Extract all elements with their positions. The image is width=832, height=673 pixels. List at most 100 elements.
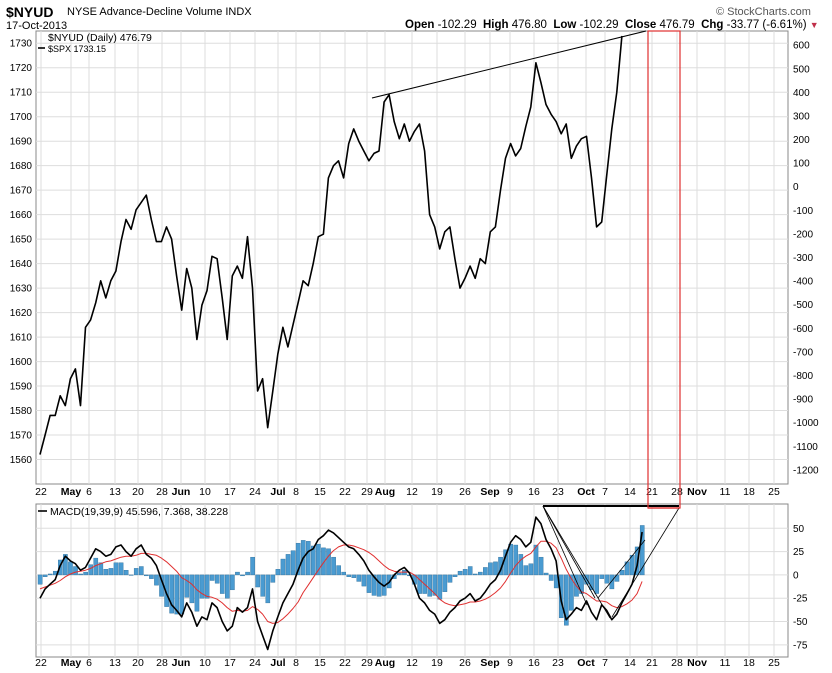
low-label: Low: [553, 19, 577, 31]
fan-line: [542, 505, 596, 599]
histogram-bar: [599, 574, 605, 579]
x-tick-label: Aug: [375, 486, 395, 498]
x-tick-label: 19: [431, 486, 443, 498]
right-tick-label: 200: [793, 135, 810, 146]
histogram-bar: [184, 574, 190, 598]
histogram-bar: [73, 566, 78, 576]
x-tick-label: 13: [109, 486, 121, 498]
histogram-bar: [543, 572, 549, 576]
chg-label: Chg: [701, 19, 724, 31]
x-tick-label: May: [61, 657, 82, 669]
histogram-bar: [88, 564, 93, 576]
histogram-bar: [326, 548, 331, 576]
price-line: [39, 35, 623, 455]
histogram-bar: [523, 565, 529, 576]
histogram-bar: [270, 574, 276, 583]
histogram-bar: [427, 574, 433, 597]
x-tick-label: Sep: [480, 486, 499, 498]
right-tick-label: -1000: [793, 418, 819, 429]
histogram-bar: [371, 574, 377, 596]
x-tick-label: 28: [156, 657, 168, 669]
left-tick-label: 1570: [10, 431, 33, 442]
right-tick-label: 500: [793, 64, 810, 75]
histogram-bar: [493, 561, 498, 576]
histogram-bar: [366, 574, 372, 593]
left-tick-label: 1580: [10, 406, 33, 417]
right-tick-label: -600: [793, 324, 813, 335]
histogram-bar: [432, 574, 438, 596]
x-tick-label: Nov: [687, 657, 707, 669]
histogram-bar: [225, 574, 230, 599]
histogram-bar: [452, 574, 458, 577]
histogram-bar: [305, 541, 311, 576]
right-tick-label: 600: [793, 41, 810, 52]
x-tick-label: 9: [507, 486, 513, 498]
histogram-bar: [564, 574, 569, 626]
left-tick-label: 1710: [10, 88, 33, 99]
x-tick-label: 22: [339, 486, 351, 498]
x-tick-label: 23: [552, 486, 564, 498]
right-tick-label: -100: [793, 206, 813, 217]
histogram-bar: [397, 572, 402, 576]
histogram-bar: [47, 573, 53, 576]
x-tick-label: 18: [743, 657, 755, 669]
x-tick-label: 22: [35, 657, 47, 669]
x-tick-label: 7: [602, 486, 608, 498]
histogram-bar: [154, 574, 159, 586]
right-tick-label: -700: [793, 347, 813, 358]
right-tick-label: -800: [793, 371, 813, 382]
histogram-bar: [133, 568, 139, 576]
histogram-bar: [230, 574, 235, 591]
x-tick-label: 11: [720, 486, 731, 498]
histogram-bar: [483, 567, 488, 576]
left-tick-label: 1630: [10, 284, 33, 295]
x-tick-label: 11: [720, 657, 731, 669]
x-tick-label: 21: [646, 486, 658, 498]
trendline: [371, 30, 647, 99]
index-name: NYSE Advance-Decline Volume INDX: [67, 6, 252, 18]
macd-tick-label: 25: [793, 547, 805, 558]
left-tick-label: 1620: [10, 308, 33, 319]
high-label: High: [483, 19, 509, 31]
histogram-bar: [113, 562, 119, 576]
histogram-bar: [103, 569, 109, 576]
x-tick-label: May: [61, 486, 82, 498]
histogram-bar: [528, 563, 534, 576]
histogram-bar: [149, 574, 154, 579]
histogram-bar: [589, 574, 594, 591]
histogram-bar: [245, 571, 250, 576]
x-tick-label: 9: [507, 657, 513, 669]
histogram-bar: [219, 574, 225, 594]
watermark: © StockCharts.com: [716, 6, 811, 18]
histogram-bar: [351, 574, 357, 578]
histogram-bar: [138, 566, 144, 576]
right-tick-label: -1200: [793, 465, 819, 476]
histogram-bar: [118, 562, 124, 576]
histogram-bar: [533, 544, 539, 576]
macd-tick-label: 0: [793, 570, 799, 581]
left-tick-label: 1660: [10, 210, 33, 221]
histogram-bar: [235, 571, 240, 576]
x-tick-label: 28: [671, 657, 683, 669]
price-legend-secondary: $SPX 1733.15: [48, 44, 106, 54]
x-tick-label: 21: [646, 657, 658, 669]
right-tick-label: -1100: [793, 442, 818, 453]
x-tick-label: 6: [86, 657, 92, 669]
histogram-bar: [442, 574, 448, 592]
histogram-bar: [609, 574, 615, 590]
left-tick-label: 1610: [10, 333, 33, 344]
histogram-bar: [356, 574, 362, 582]
x-tick-label: 14: [624, 657, 636, 669]
open-label: Open: [405, 19, 435, 31]
low-value: -102.29: [579, 19, 619, 31]
x-tick-label: Aug: [375, 657, 395, 669]
x-tick-label: Sep: [480, 657, 499, 669]
macd-tick-label: 50: [793, 524, 805, 535]
histogram-bar: [538, 556, 544, 576]
left-tick-label: 1680: [10, 161, 33, 172]
x-tick-label: 20: [132, 486, 144, 498]
x-tick-label: 20: [132, 657, 144, 669]
x-tick-label: Nov: [687, 486, 707, 498]
histogram-bar: [321, 547, 326, 576]
